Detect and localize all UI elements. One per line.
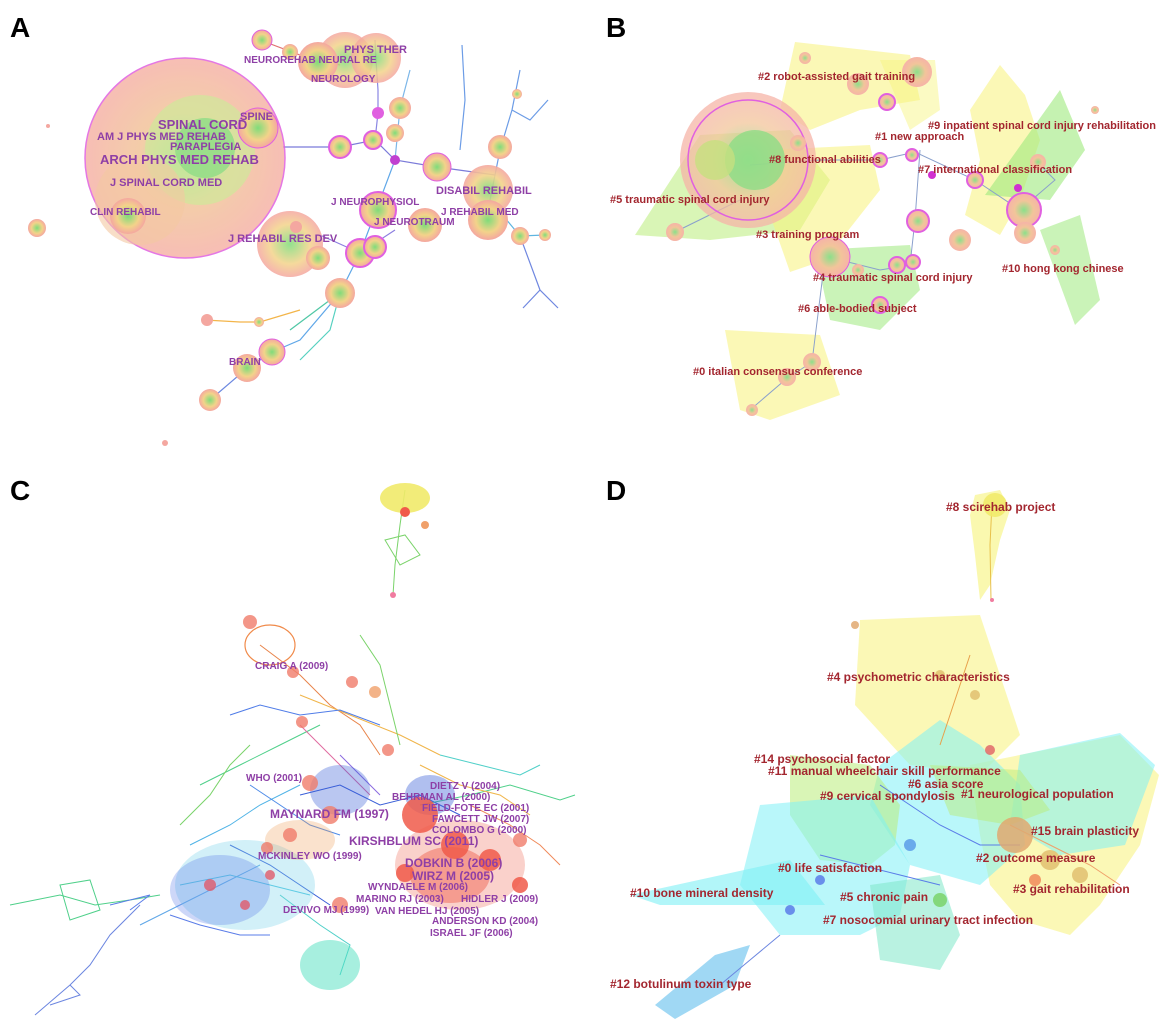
label-hidler-2009: HIDLER J (2009) (461, 894, 539, 905)
cluster-label-6: #6 asia score (908, 777, 984, 791)
label-dobkin-2006: DOBKIN B (2006) (405, 856, 503, 870)
cluster-label-6: #6 able-bodied subject (798, 303, 917, 315)
cluster-label-3: #3 training program (756, 229, 860, 241)
cluster-label-1: #1 neurological population (961, 787, 1114, 801)
label-arch-phys-med-rehab: ARCH PHYS MED REHAB (100, 152, 259, 167)
panel-a-journal-cocitation: A SPINAL CORD ARCH PHYS MED REHAB AM J P… (0, 0, 580, 455)
label-wyndaele-2006: WYNDAELE M (2006) (368, 882, 469, 893)
cluster-label-9: #9 cervical spondylosis (820, 789, 955, 803)
label-spine: SPINE (240, 111, 274, 123)
label-fawcett-2007: FAWCETT JW (2007) (432, 814, 530, 825)
panel-a-network (28, 29, 559, 446)
cluster-label-10: #10 bone mineral density (630, 886, 774, 900)
cluster-label-2: #2 robot-assisted gait training (758, 71, 916, 83)
panel-d-letter: D (606, 475, 627, 506)
cluster-label-4: #4 psychometric characteristics (827, 670, 1010, 684)
panel-d-links (719, 502, 1121, 986)
label-anderson-2004: ANDERSON KD (2004) (432, 916, 539, 927)
label-wirz-2005: WIRZ M (2005) (412, 869, 495, 883)
cluster-label-1: #1 new approach (875, 131, 965, 143)
panel-b-nodes (666, 52, 1099, 416)
label-spinal-cord: SPINAL CORD (158, 117, 248, 132)
label-neurology: NEUROLOGY (311, 74, 376, 85)
cluster-label-0: #0 life satisfaction (778, 861, 883, 875)
label-field-fote-2001: FIELD-FOTE EC (2001) (422, 803, 530, 814)
label-phys-ther: PHYS THER (344, 44, 407, 56)
panel-d-cluster-map: D #0 life satisfaction #1 neurological p… (580, 465, 1159, 1019)
label-j-neurotraum: J NEUROTRAUM (374, 217, 455, 228)
label-am-j-phys-med-rehab: AM J PHYS MED REHAB (97, 131, 226, 143)
label-clin-rehabil: CLIN REHABIL (90, 207, 161, 218)
panel-c-letter: C (10, 475, 31, 506)
cluster-label-5: #5 chronic pain (840, 890, 929, 904)
panel-b-letter: B (606, 12, 627, 43)
cluster-label-5: #5 traumatic spinal cord injury (610, 194, 770, 206)
label-disabil-rehabil: DISABIL REHABIL (436, 185, 532, 197)
cluster-label-14: #14 psychosocial factor (754, 752, 891, 766)
panel-c-nodes (204, 507, 528, 913)
label-mckinley-1999: MCKINLEY WO (1999) (258, 851, 362, 862)
cluster-label-7: #7 nosocomial urinary tract infection (823, 913, 1034, 927)
cluster-label-0: #0 italian consensus conference (693, 366, 863, 378)
cluster-label-9: #9 inpatient spinal cord injury rehabili… (928, 120, 1156, 132)
panel-a-nodes (28, 29, 551, 446)
cluster-label-11: #11 manual wheelchair skill performance (768, 764, 1001, 778)
label-behrman-2000: BEHRMAN AL (2000) (392, 792, 491, 803)
panel-c-reference-cocitation: C CRAIG A (2009) WHO (2001) MAYNARD FM (… (0, 465, 580, 1019)
label-dietz-2004: DIETZ V (2004) (430, 781, 501, 792)
label-paraplegia: PARAPLEGIA (170, 141, 242, 153)
panel-d-network (630, 490, 1159, 1019)
panel-d-nodes (785, 493, 1088, 915)
panel-d-cluster-hulls (630, 490, 1159, 1019)
cluster-label-7: #7 international classification (918, 164, 1073, 176)
panel-c-network (9, 483, 576, 1016)
panel-b-network (635, 42, 1100, 420)
panel-c-links (9, 489, 576, 1016)
label-israel-2006: ISRAEL JF (2006) (430, 928, 513, 939)
label-j-rehabil-res-dev: J REHABIL RES DEV (228, 233, 338, 245)
cluster-label-8: #8 functional abilities (769, 154, 881, 166)
label-kirshblum-2011: KIRSHBLUM SC (2011) (349, 834, 479, 848)
cluster-label-15: #15 brain plasticity (1031, 824, 1140, 838)
cluster-label-4: #4 traumatic spinal cord injury (813, 272, 973, 284)
label-van-hedel-2005: VAN HEDEL HJ (2005) (375, 906, 480, 917)
cluster-label-3: #3 gait rehabilitation (1013, 882, 1130, 896)
cluster-label-8: #8 scirehab project (946, 500, 1056, 514)
label-j-neurophysiol: J NEUROPHYSIOL (331, 197, 420, 208)
panel-b-cluster-map: B #0 italian consensus conference #1 new… (580, 0, 1159, 455)
cluster-label-12: #12 botulinum toxin type (610, 977, 752, 991)
label-craig-2009: CRAIG A (2009) (255, 661, 329, 672)
label-who-2001: WHO (2001) (246, 773, 303, 784)
label-brain: BRAIN (229, 357, 261, 368)
label-neurorehab-neural-re: NEUROREHAB NEURAL RE (244, 55, 377, 66)
label-marino-2003: MARINO RJ (2003) (356, 894, 444, 905)
label-j-spinal-cord-med: J SPINAL CORD MED (110, 177, 223, 189)
cluster-label-10: #10 hong kong chinese (1002, 263, 1124, 275)
label-devivo-1999: DEVIVO MJ (1999) (283, 905, 370, 916)
panel-a-letter: A (10, 12, 31, 43)
label-colombo-2000: COLOMBO G (2000) (432, 825, 527, 836)
cluster-label-2: #2 outcome measure (976, 851, 1096, 865)
label-j-rehabil-med: J REHABIL MED (441, 207, 519, 218)
label-maynard-1997: MAYNARD FM (1997) (270, 807, 389, 821)
